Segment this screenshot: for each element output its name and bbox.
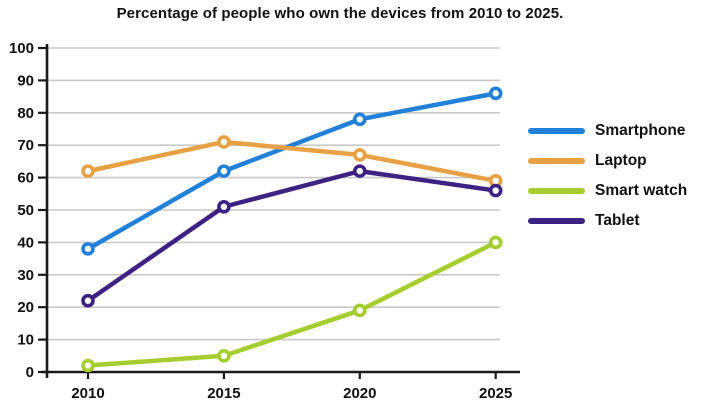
data-point-laptop-2020 (352, 148, 367, 162)
x-tick-label-2025: 2025 (479, 385, 512, 402)
data-point-smartphone-2015 (217, 164, 231, 178)
series-line-laptop (85, 139, 498, 184)
y-tick-label-90: 90 (17, 72, 34, 89)
laptop-line-swatch-icon (528, 158, 585, 164)
smart-watch-line-swatch-icon (528, 188, 585, 194)
y-tick-label-60: 60 (17, 170, 34, 187)
legend-label: Smart watch (595, 182, 688, 199)
data-point-smartphone-2010 (81, 242, 95, 256)
data-point-smart-watch-2020 (352, 303, 367, 318)
x-tick-label-2015: 2015 (207, 385, 240, 402)
y-tick-label-80: 80 (17, 105, 34, 122)
y-tick-label-100: 100 (9, 40, 34, 57)
data-point-tablet-2025 (488, 183, 503, 198)
chart-title: Percentage of people who own the devices… (116, 5, 564, 22)
data-point-smart-watch-2025 (488, 235, 503, 250)
data-point-laptop-2015 (217, 135, 231, 149)
legend-item-smart-watch: Smart watch (528, 176, 687, 206)
y-tick-label-0: 0 (26, 364, 34, 381)
smartphone-line-swatch-icon (528, 128, 585, 134)
legend-label: Laptop (595, 152, 647, 169)
legend-label: Smartphone (595, 122, 686, 139)
series-line-smart-watch (85, 240, 498, 368)
legend-item-laptop: Laptop (528, 146, 687, 176)
x-tick-label-2020: 2020 (343, 385, 376, 402)
data-point-smart-watch-2010 (81, 358, 95, 373)
data-point-tablet-2020 (352, 164, 367, 178)
data-point-tablet-2010 (81, 293, 95, 308)
series-line-tablet (85, 168, 498, 303)
chart-legend: Smartphone Laptop Smart watch Tablet (528, 116, 687, 236)
tablet-line-swatch-icon (528, 218, 585, 224)
legend-label: Tablet (595, 212, 640, 229)
legend-item-smartphone: Smartphone (528, 116, 687, 146)
y-tick-label-20: 20 (17, 299, 34, 316)
legend-item-tablet: Tablet (528, 206, 687, 236)
y-tick-label-10: 10 (17, 332, 34, 349)
data-point-smartphone-2025 (488, 86, 503, 101)
y-tick-label-30: 30 (17, 267, 34, 284)
data-point-tablet-2015 (217, 199, 231, 214)
y-tick-label-50: 50 (17, 202, 34, 219)
x-tick-label-2010: 2010 (71, 385, 104, 402)
data-point-smartphone-2020 (352, 112, 367, 127)
y-tick-label-70: 70 (17, 137, 34, 154)
series-line-smartphone (85, 91, 498, 252)
y-tick-label-40: 40 (17, 234, 34, 251)
data-point-smart-watch-2015 (217, 348, 231, 363)
data-point-laptop-2010 (81, 164, 95, 178)
